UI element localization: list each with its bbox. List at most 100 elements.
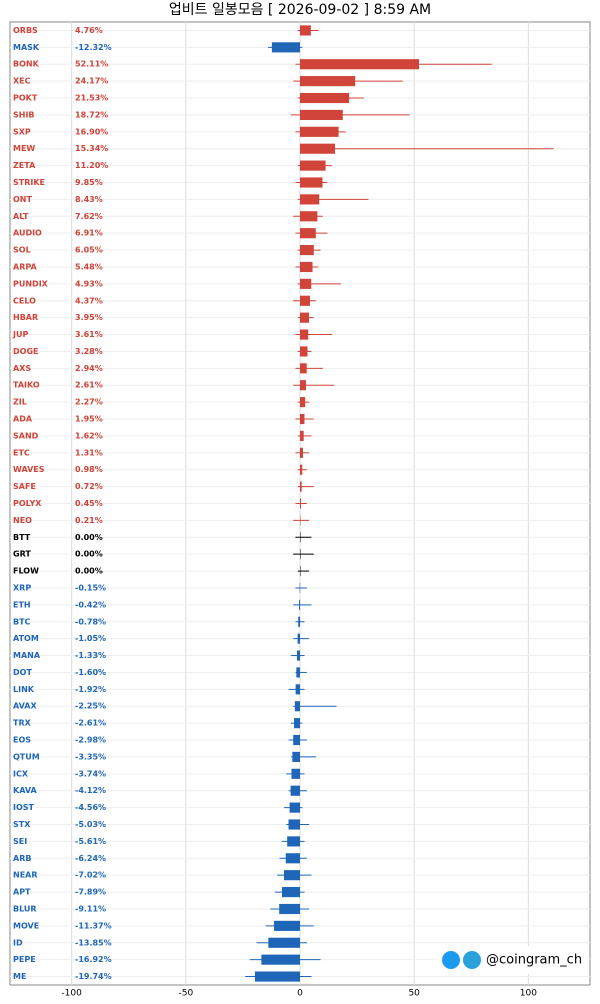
value-label: 15.34% xyxy=(75,144,108,153)
value-label: 5.48% xyxy=(75,262,103,271)
value-label: 4.37% xyxy=(75,296,103,305)
coin-label: NEO xyxy=(13,516,32,525)
coin-label: POLYX xyxy=(13,499,42,508)
coin-label: ADA xyxy=(13,415,33,424)
bar xyxy=(274,920,300,931)
bar xyxy=(300,363,307,374)
value-label: -6.24% xyxy=(75,854,106,863)
bar xyxy=(289,802,300,813)
coin-label: ATOM xyxy=(13,634,39,643)
bar xyxy=(300,126,339,137)
value-label: 3.28% xyxy=(75,347,103,356)
bar xyxy=(300,59,419,70)
coin-label: MANA xyxy=(13,651,41,660)
bar xyxy=(300,295,310,306)
value-label: -12.32% xyxy=(75,43,112,52)
coin-label: SXP xyxy=(13,127,31,136)
bar xyxy=(287,836,300,847)
bar xyxy=(300,312,310,323)
value-label: -11.37% xyxy=(75,921,112,930)
value-label: -3.35% xyxy=(75,752,106,761)
coin-label: PUNDIX xyxy=(13,279,49,288)
bar xyxy=(281,887,300,898)
bar xyxy=(292,751,300,762)
value-label: 1.62% xyxy=(75,431,103,440)
coin-label: SHIB xyxy=(13,110,35,119)
coin-label: SAFE xyxy=(13,482,36,491)
value-label: -5.61% xyxy=(75,837,106,846)
coin-label: ICX xyxy=(13,769,29,778)
bar xyxy=(261,954,300,965)
bar xyxy=(300,76,356,87)
bar xyxy=(300,261,313,273)
x-tick-label: 50 xyxy=(408,989,420,999)
value-label: 4.76% xyxy=(75,26,103,35)
coin-label: SAND xyxy=(13,431,39,440)
value-label: -2.25% xyxy=(75,702,106,711)
value-label: -4.12% xyxy=(75,786,106,795)
bar xyxy=(300,346,308,357)
coin-label: XEC xyxy=(13,77,31,86)
bar xyxy=(268,937,300,948)
bar xyxy=(300,245,314,256)
value-label: 16.90% xyxy=(75,127,108,136)
value-label: -5.03% xyxy=(75,820,106,829)
bar xyxy=(300,160,326,171)
coin-label: AUDIO xyxy=(13,229,42,238)
value-label: -16.92% xyxy=(75,955,112,964)
x-tick-label: -100 xyxy=(61,989,82,999)
value-label: 24.17% xyxy=(75,77,108,86)
bar xyxy=(299,599,300,610)
watermark: @coingram_ch xyxy=(438,946,588,974)
coin-label: ID xyxy=(13,938,23,947)
value-label: 3.95% xyxy=(75,313,103,322)
coin-label: BTC xyxy=(13,617,31,626)
bar xyxy=(300,481,302,492)
bar xyxy=(290,785,300,796)
value-label: 0.98% xyxy=(75,465,103,474)
value-label: -0.42% xyxy=(75,600,106,609)
value-label: 18.72% xyxy=(75,110,108,119)
bar xyxy=(300,464,303,475)
value-label: -1.33% xyxy=(75,651,106,660)
value-label: 6.05% xyxy=(75,246,103,255)
bar xyxy=(296,667,300,678)
value-label: -9.11% xyxy=(75,904,106,913)
value-label: -7.89% xyxy=(75,888,106,897)
bar xyxy=(296,650,300,661)
chart-title: 업비트 일봉모음 [ 2026-09-02 ] 8:59 AM xyxy=(169,2,431,18)
value-label: 21.53% xyxy=(75,94,108,103)
bar xyxy=(300,380,306,391)
coin-label: XRP xyxy=(13,583,31,592)
coin-label: POKT xyxy=(13,94,38,103)
value-label: -13.85% xyxy=(75,938,112,947)
coin-label: IOST xyxy=(13,803,35,812)
coin-label: APT xyxy=(13,888,31,897)
coin-label: ARPA xyxy=(13,262,37,271)
value-label: 1.95% xyxy=(75,415,103,424)
bar xyxy=(300,413,305,425)
bar xyxy=(300,329,309,340)
coin-label: ARB xyxy=(13,854,31,863)
value-label: 0.00% xyxy=(75,533,103,542)
value-label: -0.78% xyxy=(75,617,106,626)
value-label: 2.94% xyxy=(75,364,103,373)
coin-label: BLUR xyxy=(13,904,37,913)
value-label: -1.92% xyxy=(75,685,106,694)
bar xyxy=(298,616,300,627)
twitter-icon xyxy=(442,951,460,969)
coin-label: SEI xyxy=(13,837,27,846)
coin-label: ONT xyxy=(13,195,32,204)
bar xyxy=(300,109,343,120)
bar xyxy=(294,701,300,712)
coin-label: KAVA xyxy=(13,786,37,795)
bar xyxy=(300,549,301,560)
bar xyxy=(294,718,300,729)
coin-label: ETH xyxy=(13,600,31,609)
bar xyxy=(291,768,300,779)
coin-label: ZIL xyxy=(13,398,27,407)
coin-label: ZETA xyxy=(13,161,36,170)
coin-label: ALT xyxy=(13,212,29,221)
